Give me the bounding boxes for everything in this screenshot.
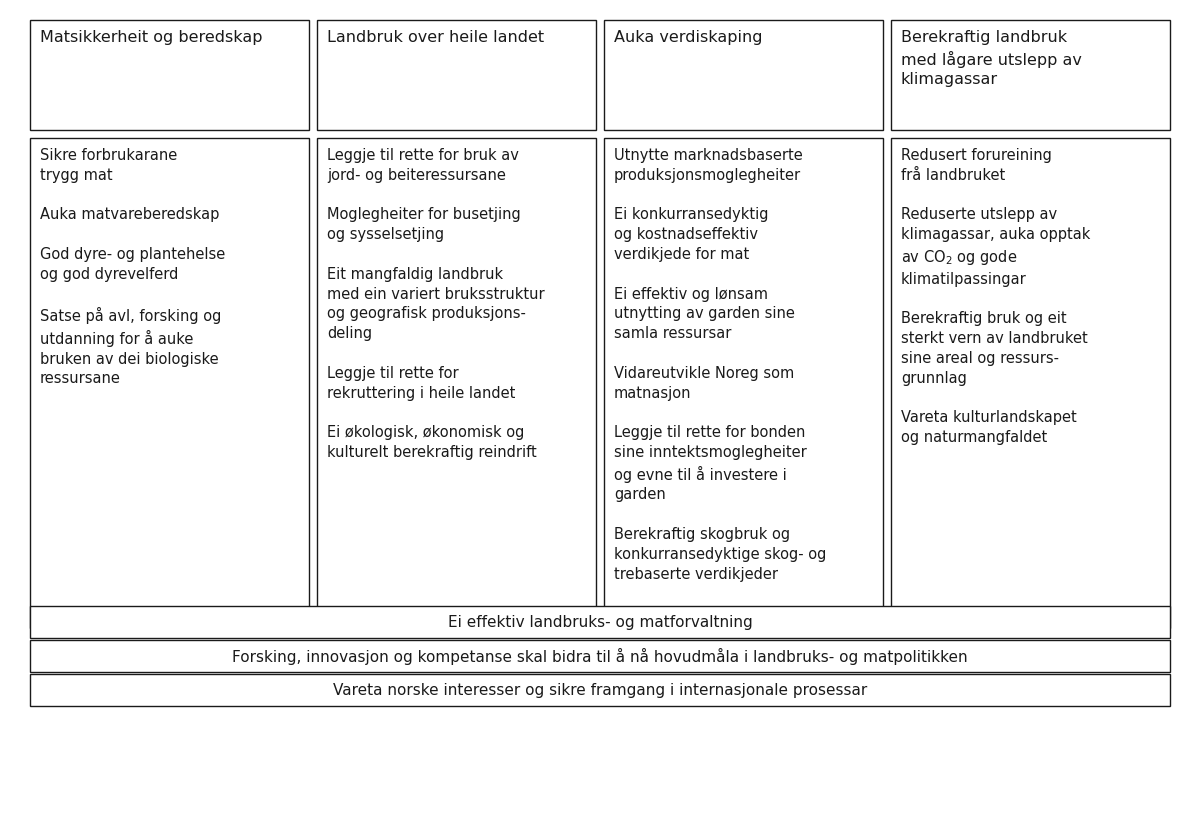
FancyBboxPatch shape bbox=[30, 606, 1170, 638]
Text: Utnytte marknadsbaserte
produksjonsmoglegheiter

Ei konkurransedyktig
og kostnad: Utnytte marknadsbaserte produksjonsmogle… bbox=[614, 148, 827, 582]
FancyBboxPatch shape bbox=[604, 20, 883, 130]
FancyBboxPatch shape bbox=[30, 20, 310, 130]
Text: Forsking, innovasjon og kompetanse skal bidra til å nå hovudmåla i landbruks- og: Forsking, innovasjon og kompetanse skal … bbox=[232, 647, 968, 665]
FancyBboxPatch shape bbox=[317, 20, 596, 130]
Text: Landbruk over heile landet: Landbruk over heile landet bbox=[326, 30, 544, 45]
FancyBboxPatch shape bbox=[604, 138, 883, 628]
Text: Redusert forureining
frå landbruket

Reduserte utslepp av
klimagassar, auka oppt: Redusert forureining frå landbruket Redu… bbox=[901, 148, 1091, 445]
FancyBboxPatch shape bbox=[317, 138, 596, 628]
FancyBboxPatch shape bbox=[30, 640, 1170, 672]
FancyBboxPatch shape bbox=[890, 20, 1170, 130]
Text: Sikre forbrukarane
trygg mat

Auka matvareberedskap

God dyre- og plantehelse
og: Sikre forbrukarane trygg mat Auka matvar… bbox=[40, 148, 226, 386]
Text: Ei effektiv landbruks- og matforvaltning: Ei effektiv landbruks- og matforvaltning bbox=[448, 615, 752, 630]
FancyBboxPatch shape bbox=[890, 138, 1170, 628]
Text: Leggje til rette for bruk av
jord- og beiteressursane

Moglegheiter for busetjin: Leggje til rette for bruk av jord- og be… bbox=[326, 148, 545, 460]
Text: Berekraftig landbruk
med lågare utslepp av
klimagassar: Berekraftig landbruk med lågare utslepp … bbox=[901, 30, 1082, 87]
FancyBboxPatch shape bbox=[30, 674, 1170, 706]
Text: Auka verdiskaping: Auka verdiskaping bbox=[614, 30, 762, 45]
FancyBboxPatch shape bbox=[30, 138, 310, 628]
Text: Vareta norske interesser og sikre framgang i internasjonale prosessar: Vareta norske interesser og sikre framga… bbox=[332, 682, 868, 697]
Text: Matsikkerheit og beredskap: Matsikkerheit og beredskap bbox=[40, 30, 263, 45]
